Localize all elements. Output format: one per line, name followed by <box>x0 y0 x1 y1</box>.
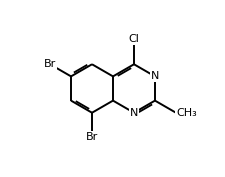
Text: Br: Br <box>86 132 98 142</box>
Text: N: N <box>129 108 137 118</box>
Text: Br: Br <box>44 59 56 69</box>
Text: Cl: Cl <box>128 34 139 44</box>
Text: N: N <box>150 71 158 81</box>
Text: CH₃: CH₃ <box>175 108 196 118</box>
